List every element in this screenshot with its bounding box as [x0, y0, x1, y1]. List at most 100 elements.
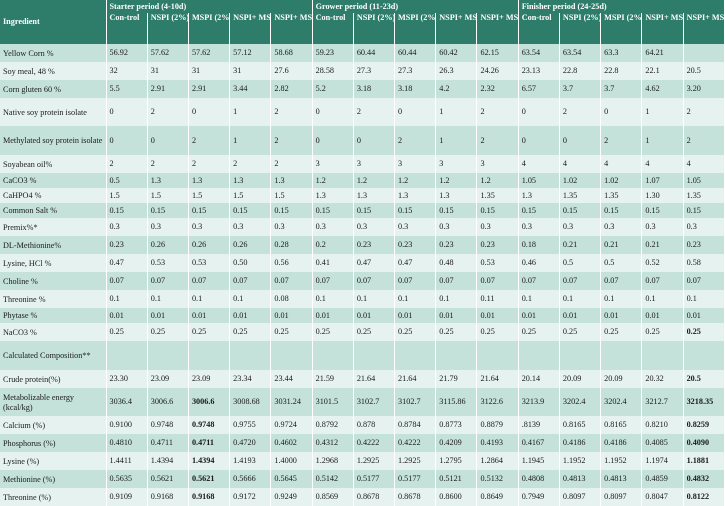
value-cell: 1.2925	[394, 452, 437, 470]
value-cell: 1.35	[683, 188, 725, 203]
value-cell: 59.23	[312, 44, 354, 62]
value-cell: 0.01	[641, 308, 684, 323]
ingredient-cell: Phosphorus (%)	[0, 434, 107, 452]
value-cell: 0.3	[312, 218, 354, 236]
value-cell: 0.25	[312, 323, 354, 341]
value-cell: 0.58	[683, 254, 725, 272]
value-cell: 21.59	[312, 370, 354, 388]
value-cell: 62.15	[476, 44, 519, 62]
value-cell: 3	[353, 155, 396, 173]
value-cell: 0	[312, 126, 354, 155]
value-cell: 3.44	[229, 80, 272, 98]
table-row: Soy meal, 48 % 32 31 31 31 27.6 28.58 27.3 27.3 2…	[0, 62, 725, 80]
value-cell: 1.5	[229, 188, 272, 203]
value-cell: 0.9100	[106, 416, 148, 434]
value-cell: 3122.6	[476, 388, 519, 416]
value-cell: 1.1952	[559, 452, 602, 470]
value-cell: 57.12	[229, 44, 272, 62]
value-cell: 0.52	[641, 254, 684, 272]
value-cell: 0.4720	[229, 434, 272, 452]
value-cell: 3036.4	[106, 388, 148, 416]
value-cell: 27.6	[270, 62, 313, 80]
value-cell	[188, 341, 231, 370]
value-cell: 0.08	[270, 290, 313, 308]
value-cell: 0.15	[353, 203, 396, 218]
group-header-row: Con-trol NSPI (2%) MSPI (2%) NSPI+ MSPI …	[0, 13, 725, 44]
value-cell: 23.34	[229, 370, 272, 388]
value-cell: 0.07	[106, 272, 148, 290]
table-row: Lysine, HCl % 0.47 0.53 0.53 0.50 0.56 0.41 0.4…	[0, 254, 725, 272]
value-cell: 2	[147, 98, 189, 126]
ingredient-cell: DL-Methionine%	[0, 236, 107, 254]
value-cell: 0.01	[683, 308, 725, 323]
ingredient-cell: Threonine (%)	[0, 488, 107, 506]
value-cell: 0.3	[641, 218, 684, 236]
table-row: Soyabean oil% 2 2 2 2 2 3 3 3 3 3 4 4 4 4 4	[0, 155, 725, 173]
value-cell: 63.54	[559, 44, 602, 62]
value-cell: 2.82	[270, 80, 313, 98]
value-cell: 20.09	[600, 370, 643, 388]
value-cell: 0.1	[353, 290, 396, 308]
value-cell: 0.2	[312, 236, 354, 254]
value-cell: 0.15	[270, 203, 313, 218]
value-cell: 0.4711	[188, 434, 231, 452]
value-cell: 2.32	[476, 80, 519, 98]
value-cell: 0.4209	[435, 434, 478, 452]
value-cell: 5.5	[106, 80, 148, 98]
value-cell: 1	[229, 126, 272, 155]
value-cell: 3006.6	[147, 388, 189, 416]
value-cell: 0.9109	[106, 488, 148, 506]
value-cell: 2	[106, 155, 148, 173]
value-cell: 0.3	[394, 218, 437, 236]
value-cell: 1.1952	[600, 452, 643, 470]
value-cell: 0.4222	[353, 434, 396, 452]
value-cell: 0.25	[476, 323, 519, 341]
value-cell: 0.3	[600, 218, 643, 236]
value-cell: 1.3	[312, 188, 354, 203]
value-cell: 21.64	[394, 370, 437, 388]
ingredient-cell: CaHPO4 %	[0, 188, 107, 203]
value-cell: 0.1	[312, 290, 354, 308]
table-row: Crude protein(%) 23.30 23.09 23.09 23.34 23.4…	[0, 370, 725, 388]
period-header-row: Ingredient Starter period (4-10d) Grower…	[0, 0, 725, 44]
value-cell	[683, 341, 725, 370]
value-cell: 0	[353, 126, 396, 155]
value-cell: 0.9755	[229, 416, 272, 434]
value-cell: 3.18	[394, 80, 437, 98]
value-cell: 3101.5	[312, 388, 354, 416]
value-cell: 0.11	[476, 290, 519, 308]
value-cell: 0	[312, 98, 354, 126]
value-cell: 0.23	[435, 236, 478, 254]
value-cell: 0.15	[394, 203, 437, 218]
value-cell: 3102.7	[353, 388, 396, 416]
value-cell: 0.878	[353, 416, 396, 434]
value-cell: 21.79	[435, 370, 478, 388]
value-cell: 1	[229, 98, 272, 126]
value-cell: .8139	[518, 416, 560, 434]
value-cell: 1.35	[559, 188, 602, 203]
value-cell: 1.4000	[270, 452, 313, 470]
value-cell: 0.9168	[147, 488, 189, 506]
value-cell: 1.1974	[641, 452, 684, 470]
value-cell: 0.9724	[270, 416, 313, 434]
value-cell	[106, 341, 148, 370]
value-cell: 28.58	[312, 62, 354, 80]
value-cell: 3.20	[683, 80, 725, 98]
value-cell: 0.01	[435, 308, 478, 323]
value-cell: 0	[394, 98, 437, 126]
value-cell: 2	[394, 126, 437, 155]
value-cell: 2	[270, 155, 313, 173]
value-cell: 0.9172	[229, 488, 272, 506]
value-cell: 0.25	[270, 323, 313, 341]
value-cell: 1.3	[229, 173, 272, 188]
value-cell: 0.07	[147, 272, 189, 290]
value-cell: 0.4186	[600, 434, 643, 452]
value-cell: 1.3	[270, 173, 313, 188]
value-cell: 1.4411	[106, 452, 148, 470]
value-cell: 0.21	[559, 236, 602, 254]
value-cell: 56.92	[106, 44, 148, 62]
value-cell: 0.01	[270, 308, 313, 323]
value-cell: 0.07	[312, 272, 354, 290]
group-header: NSPI+ MSPI (1%+1%)	[435, 13, 478, 44]
value-cell: 23.13	[518, 62, 560, 80]
